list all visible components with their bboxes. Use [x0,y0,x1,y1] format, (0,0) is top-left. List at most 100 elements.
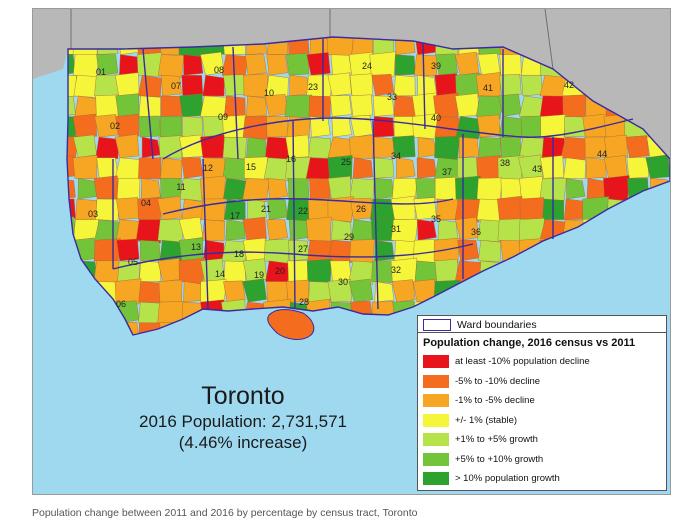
census-tract [245,54,267,76]
ward-boundary [202,158,209,310]
census-tract [263,157,291,182]
census-tract [223,178,247,201]
ward-label: 18 [234,249,244,259]
city-title: Toronto [201,382,285,410]
legend-swatch [423,394,449,408]
census-tract [201,219,226,242]
census-tract [308,136,331,159]
ward-label: 02 [110,121,120,131]
ward-label: 38 [500,158,510,168]
census-tract [564,198,586,220]
census-tract [560,136,589,161]
census-tract [266,116,289,138]
census-tract [475,95,504,120]
census-tract [603,134,628,158]
census-tract [308,281,332,303]
legend-swatch [423,472,449,486]
legend-swatch [423,413,449,427]
census-tract [626,156,649,179]
census-tract [330,54,352,76]
ward-boundary-swatch [423,319,451,331]
census-tract [181,75,204,97]
census-tract [369,51,396,78]
census-tract [540,155,565,179]
census-tract [136,219,164,244]
census-tract [306,258,332,283]
census-tract [202,75,225,97]
census-tract [115,72,140,97]
ward-boundary [162,117,634,160]
ward-boundary [292,120,296,310]
census-tract [159,157,183,179]
census-tract [116,238,140,262]
legend-item-label: -1% to -5% decline [455,395,535,407]
census-tract [328,240,354,263]
census-tract [288,178,310,200]
census-tract [519,197,544,221]
census-tract [498,74,522,97]
census-tract [179,134,204,158]
ward-label: 01 [96,67,106,77]
census-tract [72,155,98,180]
census-tract [307,240,332,263]
census-tract [138,95,161,117]
ward-label: 09 [218,112,228,122]
census-tract [349,73,373,97]
census-tract [394,75,416,97]
legend-swatch [423,374,449,388]
ward-label: 35 [431,214,441,224]
census-tract [415,178,437,200]
ward-label: 43 [532,164,542,174]
census-tract [374,240,395,262]
census-tract [96,157,119,179]
census-tract [497,195,523,221]
census-tract [181,157,204,179]
census-tract [284,94,313,120]
census-tract [454,93,480,117]
census-tract [285,156,312,181]
census-tract [585,157,607,179]
ward-label: 31 [391,224,401,234]
census-tract [371,74,395,97]
census-tract [96,54,119,76]
census-tract [373,178,395,200]
legend-item: -5% to -10% decline [418,372,666,392]
census-tract [414,260,437,282]
census-tract [116,178,141,201]
ward-label: 16 [286,154,296,164]
census-tract [434,259,458,282]
census-tract [157,54,185,78]
census-tract [455,72,481,98]
census-tract [139,260,161,282]
census-tract [371,217,395,242]
legend-heading: Population change, 2016 census vs 2011 [418,332,666,352]
census-tract [157,195,182,220]
legend-ward-label: Ward boundaries [457,319,537,331]
ward-label: 10 [264,88,274,98]
census-tract [393,95,416,117]
census-tract [138,281,162,303]
census-tract [140,178,161,200]
census-tract [477,219,502,242]
ward-label: 21 [261,204,271,214]
census-tract [67,75,77,97]
ward-label: 13 [191,242,201,252]
census-tract [288,219,310,241]
census-tract [200,134,225,158]
census-tract [349,134,374,160]
census-tract [393,116,416,138]
census-tract [266,219,289,241]
ward-label: 41 [483,83,493,93]
ward-label: 06 [116,299,126,309]
ward-label: 44 [597,149,607,159]
ward-label: 15 [246,162,256,172]
ward-label: 30 [338,277,348,287]
census-tract [94,114,119,138]
census-tract [95,94,119,118]
census-tract [114,278,142,305]
census-tract [433,237,461,264]
census-tract [434,135,460,160]
legend-item: +1% to +5% growth [418,430,666,450]
figure-caption: Population change between 2011 and 2016 … [32,507,418,519]
ward-label: 39 [431,61,441,71]
